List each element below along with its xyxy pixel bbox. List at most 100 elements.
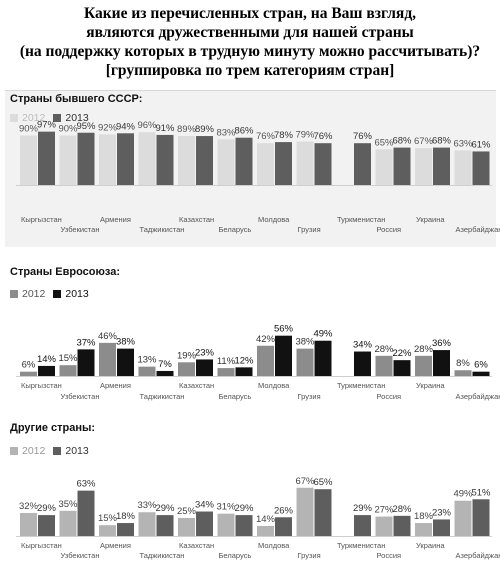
data-label: 90% bbox=[19, 124, 39, 135]
bar-2012-5 bbox=[217, 139, 235, 185]
data-label: 28% bbox=[414, 344, 434, 355]
bar-2013-9 bbox=[393, 360, 411, 376]
category-label: Таджикистан bbox=[140, 392, 185, 401]
data-label: 18% bbox=[116, 511, 136, 522]
category-label: Казахстан bbox=[179, 381, 214, 390]
data-label: 65% bbox=[313, 477, 333, 488]
bar-2012-6 bbox=[257, 143, 274, 185]
bar-2012-10 bbox=[415, 148, 432, 185]
data-label: 63% bbox=[76, 479, 96, 490]
legend-item-2012: 2012 bbox=[10, 288, 45, 300]
chart-legend: 2012 2013 bbox=[10, 288, 97, 300]
legend-item-2013: 2013 bbox=[53, 445, 89, 457]
data-label: 22% bbox=[392, 348, 412, 359]
data-label: 90% bbox=[58, 124, 78, 135]
legend-label-2012: 2012 bbox=[22, 445, 46, 457]
data-label: 28% bbox=[374, 344, 394, 355]
legend-swatch-2013 bbox=[53, 447, 62, 455]
chart-legend: 2012 2013 bbox=[10, 112, 97, 124]
bar-2013-11 bbox=[472, 499, 490, 536]
data-label: 12% bbox=[234, 355, 254, 366]
bar-2013-10 bbox=[433, 147, 450, 185]
category-label: Кыргызстан bbox=[21, 381, 62, 390]
data-label: 19% bbox=[177, 350, 197, 361]
category-label: Грузия bbox=[298, 225, 321, 234]
bar-2013-6 bbox=[275, 142, 292, 185]
data-label: 38% bbox=[295, 337, 315, 348]
bar-2013-10 bbox=[433, 350, 450, 376]
title-line: [группировка по трем категориям стран] bbox=[105, 62, 395, 79]
category-label: Узбекистан bbox=[61, 225, 100, 234]
bar-2013-4 bbox=[196, 511, 213, 536]
data-label: 8% bbox=[456, 358, 470, 369]
bar-2012-2 bbox=[99, 342, 116, 376]
bar-2013-6 bbox=[275, 335, 292, 376]
category-label: Кыргызстан bbox=[21, 215, 62, 224]
bar-2012-5 bbox=[217, 368, 235, 376]
bar-2013-5 bbox=[235, 367, 253, 376]
data-label: 51% bbox=[471, 487, 491, 498]
bar-2013-5 bbox=[235, 137, 253, 185]
chart-title: Страны Евросоюза: bbox=[10, 266, 120, 278]
bar-2013-3 bbox=[156, 370, 174, 376]
data-label: 18% bbox=[414, 511, 434, 522]
bar-2012-3 bbox=[138, 512, 156, 536]
data-label: 67% bbox=[414, 136, 434, 147]
bar-2012-2 bbox=[99, 134, 116, 185]
bar-2012-0 bbox=[20, 371, 37, 376]
bar-2012-9 bbox=[375, 355, 393, 376]
chart-panel-former-ussr: Страны бывшего СССР: 2012 2013 90% 97% Кыр… bbox=[0, 90, 500, 248]
data-label: 25% bbox=[177, 506, 197, 517]
bar-2012-2 bbox=[99, 525, 116, 536]
data-label: 7% bbox=[158, 359, 172, 370]
category-label: Туркменистан bbox=[337, 381, 385, 390]
bar-2012-7 bbox=[296, 487, 314, 536]
bar-2013-0 bbox=[38, 515, 55, 536]
data-label: 29% bbox=[234, 503, 254, 514]
bar-chart-former-ussr: 90%97%Кыргызстан90%95%Узбекистан92%94%Ар… bbox=[16, 120, 500, 234]
bar-2013-7 bbox=[314, 340, 332, 376]
data-label: 29% bbox=[155, 503, 175, 514]
bar-2012-7 bbox=[296, 141, 314, 185]
bar-2012-9 bbox=[375, 149, 393, 185]
category-label: Россия bbox=[377, 225, 402, 234]
data-label: 32% bbox=[19, 501, 39, 512]
category-label: Молдова bbox=[258, 541, 290, 550]
bar-2013-6 bbox=[275, 517, 292, 536]
title-line: являются дружественными для нашей страны bbox=[86, 24, 414, 41]
data-label: 6% bbox=[474, 360, 488, 371]
data-label: 31% bbox=[216, 502, 236, 513]
data-label: 95% bbox=[76, 121, 96, 132]
bar-2013-1 bbox=[77, 490, 95, 536]
legend-item-2012: 2012 bbox=[10, 112, 45, 124]
data-label: 26% bbox=[274, 505, 294, 516]
category-label: Таджикистан bbox=[140, 225, 185, 234]
title-line: (на поддержку которых в трудную минуту м… bbox=[19, 43, 481, 60]
bar-2013-9 bbox=[393, 515, 411, 536]
bar-2012-11 bbox=[454, 150, 472, 185]
bar-2012-11 bbox=[454, 500, 472, 536]
data-label: 79% bbox=[295, 130, 315, 141]
data-label: 42% bbox=[256, 334, 276, 345]
category-label: Кыргызстан bbox=[21, 541, 62, 550]
category-label: Беларусь bbox=[219, 392, 252, 401]
category-label: Молдова bbox=[258, 215, 290, 224]
chart-title: Другие страны: bbox=[10, 422, 96, 434]
bar-2012-1 bbox=[59, 365, 77, 376]
data-label: 96% bbox=[137, 120, 157, 131]
category-label: Туркменистан bbox=[337, 541, 385, 550]
bar-2012-3 bbox=[138, 132, 156, 185]
category-label: Армения bbox=[100, 215, 131, 224]
category-label: Узбекистан bbox=[61, 392, 100, 401]
category-label: Украина bbox=[416, 381, 445, 390]
legend-swatch-2013 bbox=[53, 290, 62, 298]
chart-panel-eu: Страны Евросоюза: 2012 2013 6% 14% Кыргызс… bbox=[0, 262, 500, 412]
bar-2012-10 bbox=[415, 523, 432, 536]
data-label: 92% bbox=[98, 122, 118, 133]
category-label: Казахстан bbox=[179, 215, 214, 224]
data-label: 68% bbox=[392, 136, 412, 147]
data-label: 15% bbox=[58, 353, 78, 364]
data-label: 68% bbox=[432, 136, 452, 147]
data-label: 23% bbox=[195, 347, 215, 358]
data-label: 76% bbox=[353, 131, 373, 142]
